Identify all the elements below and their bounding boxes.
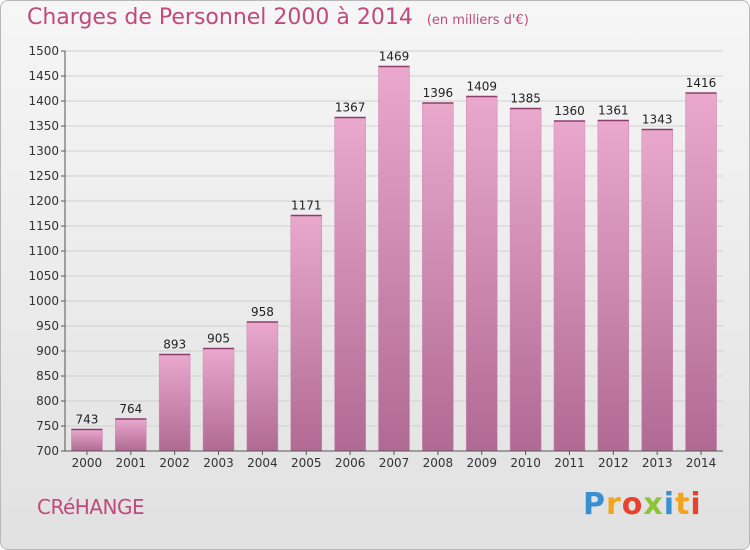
x-tick-label-2014: 2014	[686, 456, 717, 470]
logo-letter: i	[663, 487, 676, 522]
bar-2004	[246, 321, 279, 452]
bar-2011	[553, 120, 586, 452]
chart-unit-label: (en milliers d'€)	[426, 13, 529, 28]
y-tick-label: 750	[36, 419, 59, 433]
x-tick-label-2008: 2008	[423, 456, 454, 470]
logo-letter: x	[643, 487, 664, 522]
x-tick-label-2012: 2012	[598, 456, 629, 470]
chart-title: Charges de Personnel 2000 à 2014 (en mill…	[27, 5, 529, 30]
y-tick-label: 1350	[28, 119, 59, 133]
logo-letter: i	[690, 487, 702, 522]
x-tick-label-2003: 2003	[203, 456, 234, 470]
value-label-2001: 764	[119, 402, 142, 416]
x-tick-label-2006: 2006	[335, 456, 366, 470]
bar-2002	[158, 354, 191, 452]
value-label-2007: 1469	[379, 50, 410, 64]
y-tick-label: 1450	[28, 69, 59, 83]
y-tick-label: 1100	[28, 244, 59, 258]
value-label-2005: 1171	[291, 199, 322, 213]
bar-2008	[422, 102, 454, 452]
bar-2007	[378, 66, 410, 452]
y-tick-label: 1200	[28, 194, 59, 208]
bars	[71, 65, 717, 452]
value-label-2009: 1409	[466, 80, 497, 94]
y-tick-label: 1300	[28, 144, 59, 158]
x-tick-label-2000: 2000	[72, 456, 103, 470]
x-tick-label-2011: 2011	[554, 456, 585, 470]
value-label-2008: 1396	[423, 86, 454, 100]
y-tick-label: 1250	[28, 169, 59, 183]
bar-2005	[290, 215, 323, 452]
value-label-2003: 905	[207, 332, 230, 346]
x-tick-label-2009: 2009	[466, 456, 497, 470]
value-label-2006: 1367	[335, 101, 366, 115]
bar-2014	[685, 92, 717, 452]
bar-2001	[115, 418, 147, 452]
y-tick-label: 800	[36, 394, 59, 408]
value-label-2012: 1361	[598, 104, 629, 118]
bar-2013	[641, 129, 673, 452]
value-label-2011: 1360	[554, 104, 585, 118]
bar-2009	[465, 96, 498, 452]
x-tick-label-2013: 2013	[642, 456, 673, 470]
y-tick-label: 700	[36, 444, 59, 458]
logo-letter: P	[583, 487, 606, 522]
value-label-2004: 958	[251, 305, 274, 319]
x-tick-label-2007: 2007	[379, 456, 410, 470]
x-tick-label-2004: 2004	[247, 456, 278, 470]
logo-letter: r	[606, 487, 622, 522]
proxiti-logo: Proxiti	[583, 487, 702, 522]
bar-2000	[71, 429, 103, 452]
logo-letter: t	[675, 487, 691, 522]
y-tick-label: 1000	[28, 294, 59, 308]
labels: 700 750 800 850 900 950 1000 1050 1100 1150 1200 12…	[28, 44, 716, 470]
x-tick-label-2002: 2002	[159, 456, 190, 470]
y-tick-label: 1150	[28, 219, 59, 233]
logo-letter: o	[621, 487, 644, 522]
x-tick-label-2010: 2010	[510, 456, 541, 470]
value-label-2014: 1416	[686, 76, 717, 90]
value-label-2000: 743	[75, 413, 98, 427]
value-label-2002: 893	[163, 338, 186, 352]
y-tick-label: 1050	[28, 269, 59, 283]
place-name: CRéHANGE	[37, 495, 145, 519]
bar-2012	[597, 120, 630, 452]
y-tick-label: 900	[36, 344, 59, 358]
y-tick-label: 950	[36, 319, 59, 333]
value-label-2010: 1385	[510, 92, 541, 106]
y-tick-label: 1400	[28, 94, 59, 108]
axes	[61, 50, 723, 455]
bar-2010	[509, 108, 542, 452]
chart-title-text: Charges de Personnel 2000 à 2014	[27, 5, 413, 30]
y-tick-label: 1500	[28, 44, 59, 58]
y-tick-label: 850	[36, 369, 59, 383]
value-label-2013: 1343	[642, 113, 673, 127]
bar-2006	[334, 117, 366, 452]
bar-2003	[202, 348, 235, 452]
x-tick-label-2001: 2001	[116, 456, 147, 470]
x-tick-label-2005: 2005	[291, 456, 322, 470]
